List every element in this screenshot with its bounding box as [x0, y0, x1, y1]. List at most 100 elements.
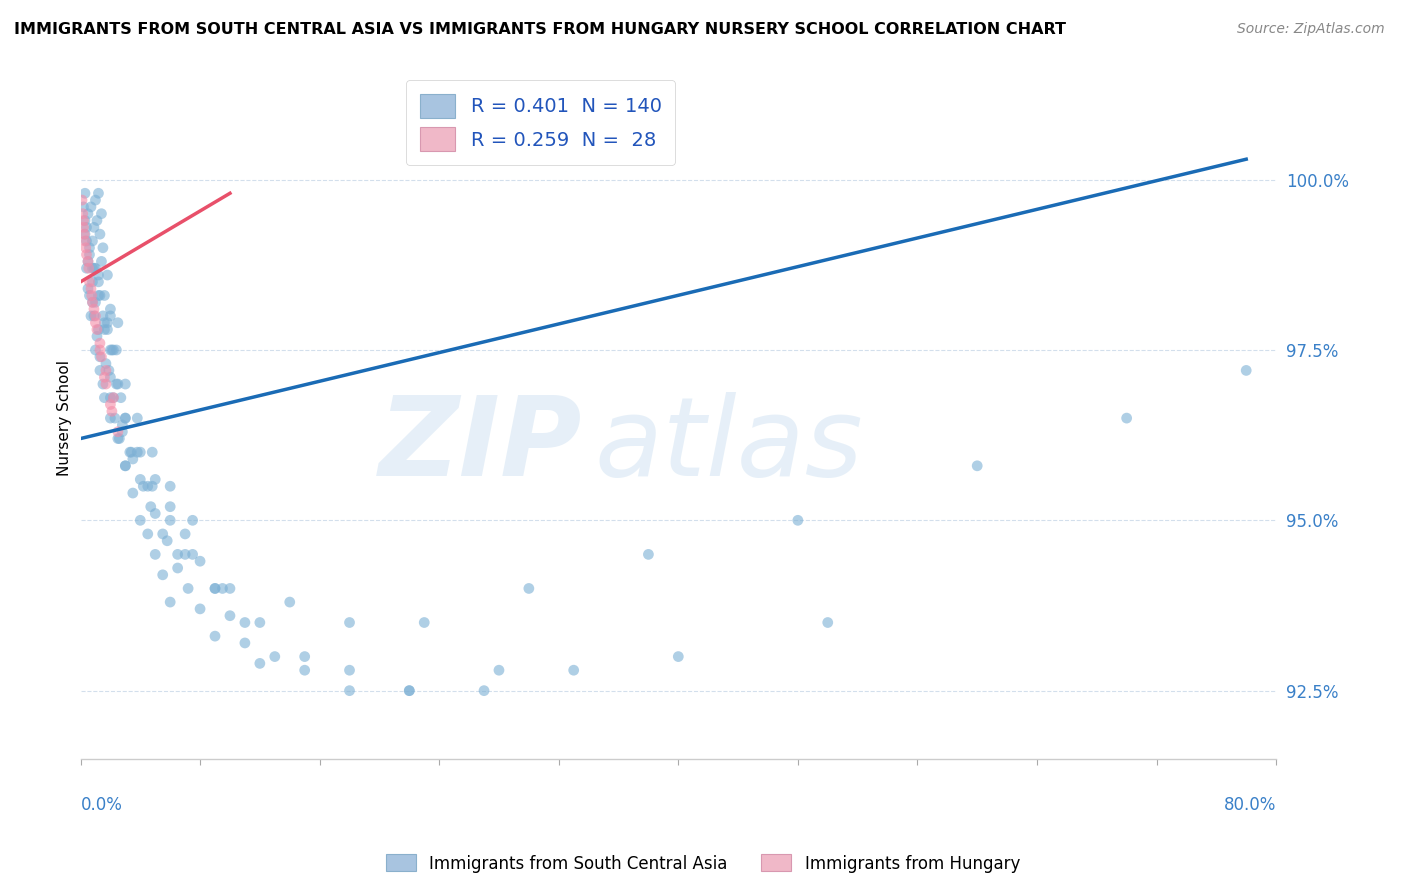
- Point: [103, 343, 125, 357]
- Point: [97, 363, 120, 377]
- Point: [94, 363, 117, 377]
- Point: [118, 445, 141, 459]
- Point: [159, 513, 181, 527]
- Point: [93, 370, 115, 384]
- Point: [141, 445, 163, 459]
- Point: [114, 377, 136, 392]
- Point: [90, 350, 112, 364]
- Point: [141, 479, 163, 493]
- Point: [278, 595, 301, 609]
- Point: [111, 417, 134, 432]
- Point: [96, 268, 118, 282]
- Point: [472, 683, 495, 698]
- Point: [82, 261, 104, 276]
- Point: [143, 548, 166, 562]
- Point: [156, 533, 179, 548]
- Point: [93, 316, 115, 330]
- Point: [104, 411, 127, 425]
- Point: [72, 220, 94, 235]
- Point: [111, 425, 134, 439]
- Point: [188, 554, 211, 568]
- Point: [72, 207, 94, 221]
- Point: [103, 391, 125, 405]
- Point: [562, 663, 585, 677]
- Point: [82, 295, 104, 310]
- Point: [73, 227, 96, 241]
- Point: [90, 254, 112, 268]
- Point: [666, 649, 689, 664]
- Point: [94, 377, 117, 392]
- Point: [114, 411, 136, 425]
- Point: [129, 445, 152, 459]
- Point: [87, 275, 110, 289]
- Point: [127, 445, 149, 459]
- Point: [233, 615, 256, 630]
- Text: ZIP: ZIP: [380, 392, 582, 499]
- Point: [129, 472, 152, 486]
- Point: [77, 282, 100, 296]
- Point: [89, 336, 111, 351]
- Point: [121, 486, 143, 500]
- Point: [517, 582, 540, 596]
- Point: [84, 316, 107, 330]
- Point: [86, 322, 108, 336]
- Point: [188, 602, 211, 616]
- Point: [159, 479, 181, 493]
- Point: [107, 425, 129, 439]
- Point: [181, 513, 204, 527]
- Point: [96, 322, 118, 336]
- Point: [107, 377, 129, 392]
- Point: [77, 261, 100, 276]
- Point: [127, 411, 149, 425]
- Point: [177, 582, 200, 596]
- Point: [204, 582, 226, 596]
- Point: [121, 452, 143, 467]
- Point: [76, 247, 98, 261]
- Point: [101, 404, 124, 418]
- Point: [89, 350, 111, 364]
- Point: [73, 227, 96, 241]
- Point: [143, 472, 166, 486]
- Point: [83, 220, 105, 235]
- Point: [294, 649, 316, 664]
- Point: [100, 391, 122, 405]
- Point: [86, 213, 108, 227]
- Text: 0.0%: 0.0%: [80, 797, 122, 814]
- Point: [76, 234, 98, 248]
- Point: [84, 343, 107, 357]
- Point: [84, 193, 107, 207]
- Point: [786, 513, 808, 527]
- Point: [114, 458, 136, 473]
- Y-axis label: Nursery School: Nursery School: [58, 360, 72, 476]
- Point: [76, 261, 98, 276]
- Point: [73, 213, 96, 227]
- Point: [84, 309, 107, 323]
- Legend: Immigrants from South Central Asia, Immigrants from Hungary: Immigrants from South Central Asia, Immi…: [380, 847, 1026, 880]
- Point: [103, 391, 125, 405]
- Point: [129, 513, 152, 527]
- Point: [204, 582, 226, 596]
- Point: [105, 377, 128, 392]
- Point: [181, 548, 204, 562]
- Point: [84, 295, 107, 310]
- Point: [79, 247, 101, 261]
- Point: [120, 445, 142, 459]
- Point: [73, 186, 96, 201]
- Point: [93, 288, 115, 302]
- Point: [90, 207, 112, 221]
- Point: [966, 458, 988, 473]
- Point: [339, 615, 361, 630]
- Point: [87, 322, 110, 336]
- Point: [94, 357, 117, 371]
- Point: [211, 582, 233, 596]
- Point: [76, 220, 98, 235]
- Point: [82, 275, 104, 289]
- Text: 80.0%: 80.0%: [1223, 797, 1277, 814]
- Point: [84, 261, 107, 276]
- Point: [80, 282, 103, 296]
- Point: [413, 615, 436, 630]
- Point: [80, 200, 103, 214]
- Point: [89, 343, 111, 357]
- Point: [89, 288, 111, 302]
- Point: [339, 683, 361, 698]
